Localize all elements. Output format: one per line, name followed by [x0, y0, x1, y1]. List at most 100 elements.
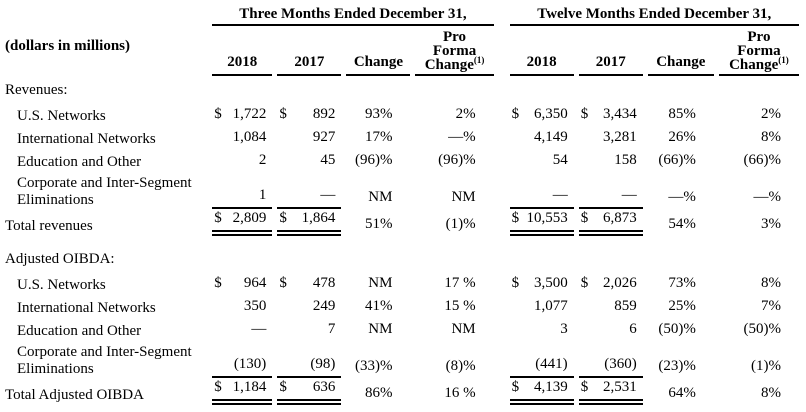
cell: (1)%: [719, 341, 799, 378]
cell: $6,350: [510, 103, 574, 126]
cell: $3,434: [579, 103, 643, 126]
cell: 73%: [648, 272, 714, 295]
row-label: Education and Other: [17, 154, 142, 170]
column-header-2017-q: 2017: [277, 26, 342, 76]
cell: 25%: [648, 295, 714, 318]
header-line: Forma: [432, 43, 477, 59]
group-header-three-months: Three Months Ended December 31,: [212, 1, 494, 26]
cell: NM: [346, 272, 410, 295]
row-label: International Networks: [17, 300, 156, 316]
cell-value: —: [621, 187, 637, 203]
dollar-sign: $: [511, 210, 520, 226]
cell-value: 2%: [761, 106, 781, 122]
cell-value: (8)%: [445, 358, 476, 374]
group-spacer: [499, 318, 505, 341]
group-header-twelve-months: Twelve Months Ended December 31,: [509, 1, 799, 26]
cell-value: 93%: [364, 106, 393, 122]
cell-value: (96)%: [438, 152, 476, 168]
cell: (8)%: [415, 341, 493, 378]
header-line: Change(1): [415, 56, 493, 73]
cell: NM: [346, 172, 410, 209]
column-header-row: (dollars in millions) 2018 2017 Change P…: [5, 26, 799, 76]
group-spacer: [499, 172, 505, 209]
cell: (23)%: [648, 341, 714, 378]
row-label: Corporate and Inter-Segment Eliminations: [5, 172, 207, 209]
cell-value: 54: [552, 152, 568, 168]
cell-value: 10,553: [526, 210, 568, 226]
cell-value: (1)%: [751, 358, 781, 374]
cell: $2,026: [579, 272, 643, 295]
table-row: Education and Other — 7 NM NM 3 6 (50)% …: [5, 318, 799, 341]
cell-value: NM: [451, 189, 476, 205]
cell: 26%: [648, 126, 714, 149]
row-label-line: Eliminations: [17, 192, 94, 208]
cell: 6: [579, 318, 643, 341]
cell: 3,281: [579, 126, 643, 149]
cell: 85%: [648, 103, 714, 126]
section-header-row: Revenues:: [5, 76, 799, 103]
cell-value: 1,864: [301, 210, 336, 226]
cell: 17%: [346, 126, 410, 149]
row-label: Total Adjusted OIBDA: [5, 387, 144, 403]
cell-value: (66)%: [743, 152, 782, 168]
cell: 54: [510, 149, 574, 172]
cell: 8%: [719, 272, 799, 295]
dollar-sign: $: [511, 106, 520, 122]
cell-value: 51%: [364, 216, 393, 232]
cell: (66)%: [719, 149, 799, 172]
cell-value: (96)%: [354, 152, 393, 168]
column-header-pro-forma-change-q: Pro Forma Change(1): [415, 26, 494, 76]
cell: 8%: [719, 378, 799, 405]
cell-value: 1,084: [232, 129, 267, 145]
dollar-sign: $: [279, 379, 287, 395]
cell: 17 %: [415, 272, 493, 295]
cell-value: 636: [312, 379, 336, 395]
cell: (1)%: [415, 209, 493, 236]
cell-value: —: [552, 187, 568, 203]
cell: (360): [578, 341, 643, 378]
cell: 1: [212, 172, 273, 209]
dollar-sign: $: [214, 106, 222, 122]
table-row: Corporate and Inter-Segment Eliminations…: [5, 341, 799, 378]
row-label-line: Eliminations: [17, 361, 94, 377]
cell-value: 3%: [761, 216, 781, 232]
cell: 1,084: [212, 126, 272, 149]
cell: 249: [277, 295, 341, 318]
group-spacer: [499, 103, 505, 126]
cell-value: 1,722: [232, 106, 267, 122]
table-row: U.S. Networks $1,722 $892 93% 2% $6,350 …: [5, 103, 799, 126]
cell: 927: [277, 126, 341, 149]
cell: 2: [212, 149, 272, 172]
cell-value: (441): [535, 356, 568, 372]
cell-value: 158: [614, 152, 637, 168]
cell: (66)%: [648, 149, 714, 172]
cell: NM: [346, 318, 410, 341]
cell-value: 86%: [364, 385, 393, 401]
header-line-text: Change: [424, 57, 474, 73]
cell-value: 2,531: [603, 379, 637, 395]
cell-value: 85%: [668, 106, 696, 122]
cell: $2,809: [212, 209, 273, 236]
cell: $6,873: [578, 209, 643, 236]
dollar-sign: $: [580, 106, 589, 122]
section-header-row: Adjusted OIBDA:: [5, 245, 799, 272]
dollar-sign: $: [214, 210, 222, 226]
cell-value: —%: [668, 189, 696, 205]
cell-value: 6,350: [533, 106, 568, 122]
dollar-sign: $: [511, 275, 520, 291]
cell-value: (23)%: [658, 358, 696, 374]
cell-value: 6: [629, 321, 637, 337]
cell: 16 %: [415, 378, 493, 405]
cell: —: [509, 172, 574, 209]
group-spacer: [499, 378, 505, 405]
cell: (96)%: [415, 149, 493, 172]
cell-value: —: [251, 321, 267, 337]
cell: 2%: [719, 103, 799, 126]
column-header-2018-q: 2018: [212, 26, 273, 76]
cell: 45: [277, 149, 341, 172]
row-label: Education and Other: [17, 323, 142, 339]
cell: $10,553: [509, 209, 574, 236]
cell: 7%: [719, 295, 799, 318]
cell-value: 64%: [668, 385, 696, 401]
cell-value: 350: [243, 298, 267, 314]
